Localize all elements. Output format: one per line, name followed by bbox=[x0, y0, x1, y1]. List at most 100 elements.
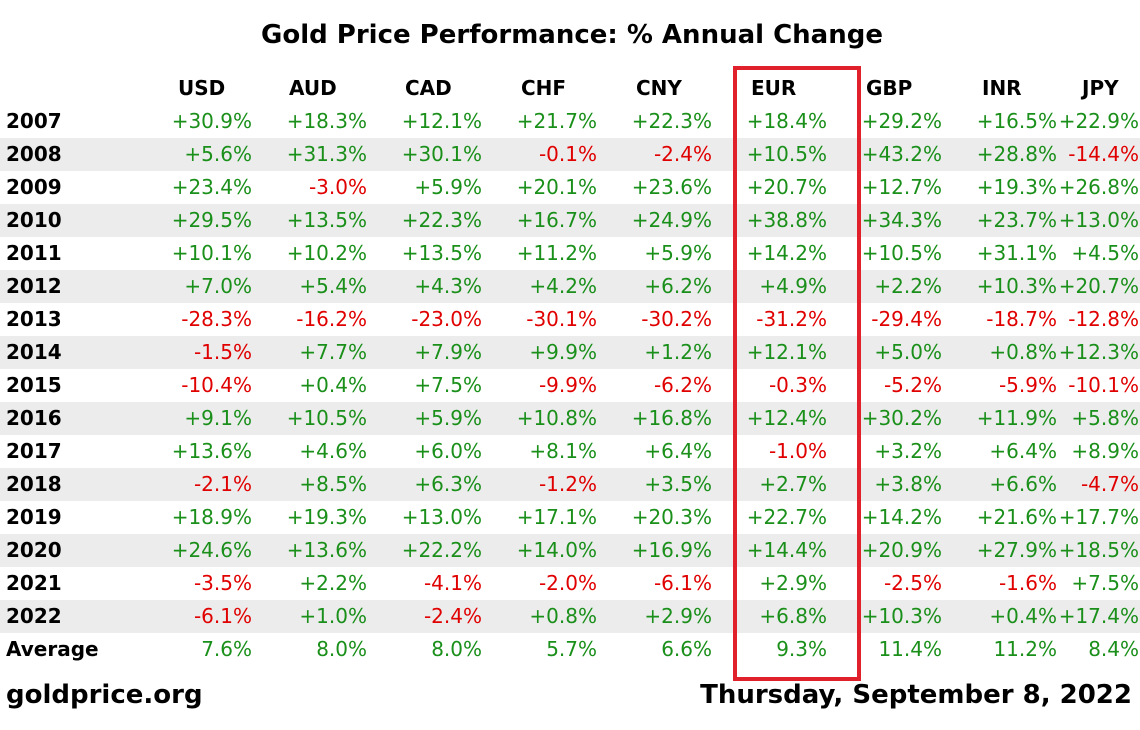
column-header-gbp: GBP bbox=[866, 76, 913, 100]
table-row: 2015 -10.4% +0.4% +7.5% -9.9% -6.2% -0.3% -5.2%… bbox=[0, 369, 1140, 402]
table-cell-eur: +38.8% bbox=[746, 208, 827, 232]
table-cell-inr: +10.3% bbox=[976, 274, 1057, 298]
table-cell-cny: +5.9% bbox=[644, 241, 712, 265]
table-cell-jpy: +4.5% bbox=[1071, 241, 1139, 265]
table-cell-eur: +10.5% bbox=[746, 142, 827, 166]
table-cell-gbp: -2.5% bbox=[883, 571, 942, 595]
table-cell-inr: +16.5% bbox=[976, 109, 1057, 133]
table-cell-cad: +6.0% bbox=[414, 439, 482, 463]
table-cell-cny: +20.3% bbox=[631, 505, 712, 529]
table-cell-chf: +9.9% bbox=[529, 340, 597, 364]
table-cell-cny: +22.3% bbox=[631, 109, 712, 133]
table-cell-gbp: +29.2% bbox=[861, 109, 942, 133]
table-cell-gbp: +2.2% bbox=[874, 274, 942, 298]
table-cell-chf: -0.1% bbox=[538, 142, 597, 166]
year-label: 2011 bbox=[6, 241, 62, 265]
table-cell-inr: -5.9% bbox=[998, 373, 1057, 397]
table-cell-aud: +18.3% bbox=[286, 109, 367, 133]
column-header-jpy: JPY bbox=[1082, 76, 1119, 100]
year-label: 2019 bbox=[6, 505, 62, 529]
table-row: 2019 +18.9% +19.3% +13.0% +17.1% +20.3% +22.7%… bbox=[0, 501, 1140, 534]
table-cell-gbp: +3.8% bbox=[874, 472, 942, 496]
table-cell-jpy: -12.8% bbox=[1068, 307, 1139, 331]
table-cell-cny: -6.1% bbox=[653, 571, 712, 595]
table-cell-aud: +31.3% bbox=[286, 142, 367, 166]
table-cell-eur: +6.8% bbox=[759, 604, 827, 628]
table-cell-aud: +4.6% bbox=[299, 439, 367, 463]
table-cell-chf: +0.8% bbox=[529, 604, 597, 628]
table-cell-usd: -10.4% bbox=[181, 373, 252, 397]
table-cell-chf: +8.1% bbox=[529, 439, 597, 463]
table-cell-chf: +17.1% bbox=[516, 505, 597, 529]
table-row: 2012 +7.0% +5.4% +4.3% +4.2% +6.2% +4.9% +2.2% +… bbox=[0, 270, 1140, 303]
table-cell-eur: +22.7% bbox=[746, 505, 827, 529]
table-cell-inr: -18.7% bbox=[986, 307, 1057, 331]
table-cell-eur: +2.9% bbox=[759, 571, 827, 595]
table-row: 2009 +23.4% -3.0% +5.9% +20.1% +23.6% +20.7% +1… bbox=[0, 171, 1140, 204]
table-cell-gbp: +10.3% bbox=[861, 604, 942, 628]
column-header-inr: INR bbox=[982, 76, 1022, 100]
year-label: 2016 bbox=[6, 406, 62, 430]
table-cell-jpy: -14.4% bbox=[1068, 142, 1139, 166]
table-cell-gbp: +10.5% bbox=[861, 241, 942, 265]
table-cell-jpy: -4.7% bbox=[1080, 472, 1139, 496]
table-cell-aud: +2.2% bbox=[299, 571, 367, 595]
table-cell-cny: +16.8% bbox=[631, 406, 712, 430]
table-cell-chf: -30.1% bbox=[526, 307, 597, 331]
table-cell-usd: -28.3% bbox=[181, 307, 252, 331]
table-cell-usd: -1.5% bbox=[193, 340, 252, 364]
table-cell-usd: +29.5% bbox=[171, 208, 252, 232]
table-cell-eur: +14.2% bbox=[746, 241, 827, 265]
table-cell-gbp: +34.3% bbox=[861, 208, 942, 232]
table-row: 2021 -3.5% +2.2% -4.1% -2.0% -6.1% +2.9% -2.5% -… bbox=[0, 567, 1140, 600]
table-cell-inr: +0.8% bbox=[989, 340, 1057, 364]
table-cell-cad: +7.9% bbox=[414, 340, 482, 364]
year-label: 2009 bbox=[6, 175, 62, 199]
table-cell-inr: +31.1% bbox=[976, 241, 1057, 265]
table-cell-usd: -6.1% bbox=[193, 604, 252, 628]
table-row: 2014 -1.5% +7.7% +7.9% +9.9% +1.2% +12.1% +5.0%… bbox=[0, 336, 1140, 369]
table-cell-cny: +23.6% bbox=[631, 175, 712, 199]
table-cell-eur: +12.1% bbox=[746, 340, 827, 364]
table-cell-cny: +6.4% bbox=[644, 439, 712, 463]
table-cell-chf: +16.7% bbox=[516, 208, 597, 232]
table-cell-aud: +10.5% bbox=[286, 406, 367, 430]
table-cell-cad: +30.1% bbox=[401, 142, 482, 166]
table-cell-cny: +16.9% bbox=[631, 538, 712, 562]
table-cell-cny: +2.9% bbox=[644, 604, 712, 628]
table-cell-eur: +2.7% bbox=[759, 472, 827, 496]
table-cell-eur: +12.4% bbox=[746, 406, 827, 430]
table-cell-inr: +21.6% bbox=[976, 505, 1057, 529]
table-row: 2010 +29.5% +13.5% +22.3% +16.7% +24.9% +38.8%… bbox=[0, 204, 1140, 237]
table-cell-cad: +12.1% bbox=[401, 109, 482, 133]
table-cell-cny: 6.6% bbox=[661, 637, 712, 661]
table-cell-gbp: -29.4% bbox=[871, 307, 942, 331]
table-cell-inr: +0.4% bbox=[989, 604, 1057, 628]
table-cell-gbp: +43.2% bbox=[861, 142, 942, 166]
year-label: 2018 bbox=[6, 472, 62, 496]
table-cell-eur: -0.3% bbox=[768, 373, 827, 397]
table-cell-aud: +0.4% bbox=[299, 373, 367, 397]
table-cell-usd: -3.5% bbox=[193, 571, 252, 595]
table-cell-aud: +13.6% bbox=[286, 538, 367, 562]
table-cell-chf: 5.7% bbox=[546, 637, 597, 661]
chart-title: Gold Price Performance: % Annual Change bbox=[261, 20, 883, 50]
table-cell-cad: +7.5% bbox=[414, 373, 482, 397]
table-cell-eur: 9.3% bbox=[776, 637, 827, 661]
year-label: 2013 bbox=[6, 307, 62, 331]
table-cell-jpy: +12.3% bbox=[1058, 340, 1139, 364]
table-cell-cad: +13.0% bbox=[401, 505, 482, 529]
column-header-aud: AUD bbox=[289, 76, 337, 100]
table-row: 2020 +24.6% +13.6% +22.2% +14.0% +16.9% +14.4%… bbox=[0, 534, 1140, 567]
table-cell-usd: -2.1% bbox=[193, 472, 252, 496]
table-cell-inr: 11.2% bbox=[993, 637, 1057, 661]
table-cell-cad: +5.9% bbox=[414, 406, 482, 430]
table-row: 2016 +9.1% +10.5% +5.9% +10.8% +16.8% +12.4% +3… bbox=[0, 402, 1140, 435]
table-cell-aud: -16.2% bbox=[296, 307, 367, 331]
table-cell-cny: +24.9% bbox=[631, 208, 712, 232]
table-cell-chf: +14.0% bbox=[516, 538, 597, 562]
table-cell-cad: 8.0% bbox=[431, 637, 482, 661]
table-cell-chf: -2.0% bbox=[538, 571, 597, 595]
table-cell-usd: +18.9% bbox=[171, 505, 252, 529]
table-cell-cad: -2.4% bbox=[423, 604, 482, 628]
